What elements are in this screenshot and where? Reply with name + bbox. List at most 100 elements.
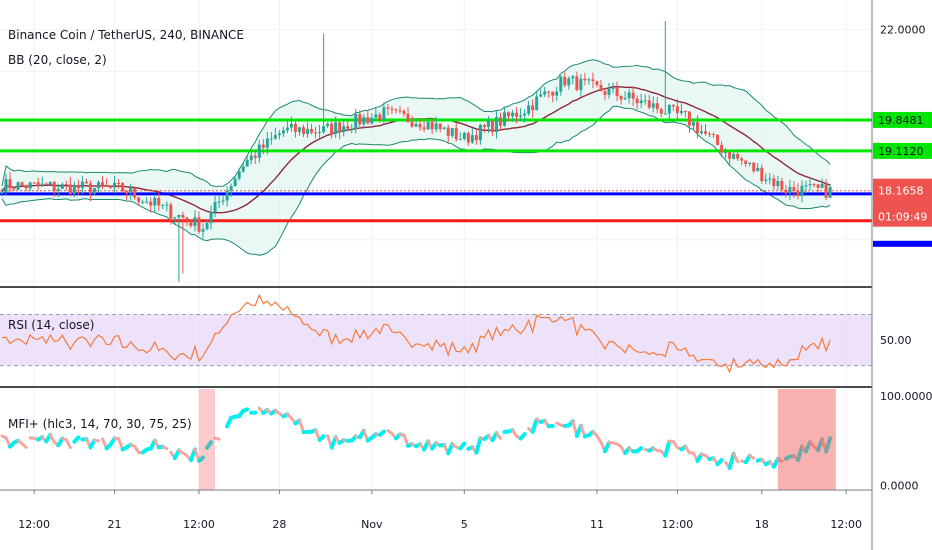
candle-body <box>109 186 113 188</box>
mfi-segment <box>72 435 81 444</box>
candle-body <box>732 154 736 159</box>
time-tick-label: 12:00 <box>183 518 215 531</box>
candle-body <box>56 188 60 191</box>
mfi-segment <box>663 439 672 458</box>
mfi-segment <box>297 418 305 434</box>
candle-body <box>318 131 322 133</box>
candle-body <box>792 187 796 191</box>
candle-body <box>48 182 52 185</box>
candle-body <box>374 114 378 118</box>
candle-body <box>141 201 145 203</box>
mfi-segment <box>329 435 338 450</box>
candle-body <box>579 78 583 91</box>
candle-body <box>430 121 434 130</box>
time-tick-label: 12:00 <box>662 518 694 531</box>
candle-body <box>121 183 125 192</box>
bb-upper-line <box>1 59 831 187</box>
candle-body <box>494 117 498 133</box>
candle-body <box>603 91 607 95</box>
candle-body <box>137 197 141 202</box>
candle-body <box>64 184 68 186</box>
candle-body <box>197 217 201 232</box>
candle-body <box>647 100 651 108</box>
mfi-segment <box>205 440 214 450</box>
candle-body <box>462 132 466 139</box>
candle-body <box>326 123 330 127</box>
candle-body <box>728 152 732 159</box>
price-axis-bg <box>872 0 932 550</box>
candle-body <box>796 190 800 196</box>
candle-body <box>498 117 502 126</box>
candle-body <box>213 201 217 213</box>
mfi-segment <box>213 436 221 441</box>
candle-body <box>450 128 454 136</box>
candle-body <box>458 138 462 140</box>
candle-body <box>503 112 506 126</box>
mfi-segments <box>0 406 833 470</box>
candle-body <box>4 179 8 193</box>
candle-body <box>756 167 760 172</box>
mfi-segment <box>161 445 169 451</box>
candle-body <box>88 183 92 194</box>
candle-body <box>418 123 422 128</box>
candle-body <box>591 79 595 82</box>
candle-body <box>40 183 44 186</box>
candle-body <box>535 96 539 111</box>
candle-body <box>338 122 342 133</box>
candle-body <box>643 100 647 102</box>
candle-body <box>804 185 808 187</box>
candle-body <box>820 183 824 188</box>
price-tag-label: 19.8481 <box>878 114 924 127</box>
candle-body <box>76 184 80 189</box>
mfi-segment <box>748 454 756 460</box>
candle-body <box>297 127 301 132</box>
candle-body <box>470 135 474 143</box>
candle-body <box>631 92 635 99</box>
bb-indicator-label: BB (20, close, 2) <box>8 53 107 67</box>
candle-body <box>704 131 707 134</box>
candle-body <box>221 200 225 202</box>
candle-body <box>84 181 88 184</box>
candle-body <box>563 76 567 86</box>
candle-body <box>68 184 72 195</box>
mfi-segment <box>727 451 736 470</box>
mfi-segment <box>64 438 72 450</box>
candle-body <box>334 122 338 134</box>
candle-body <box>482 124 486 127</box>
candle-body <box>490 120 494 133</box>
candle-body <box>101 182 104 186</box>
candle-body <box>16 182 20 190</box>
candle-body <box>547 91 551 93</box>
time-tick-label: Nov <box>361 518 383 531</box>
candle-body <box>358 114 362 125</box>
candle-body <box>342 126 346 133</box>
candle-body <box>245 160 249 167</box>
candle-body <box>261 144 265 148</box>
candle-body <box>720 144 724 153</box>
candle-body <box>237 171 241 179</box>
candle-body <box>193 217 197 226</box>
candle-body <box>165 204 169 206</box>
candle-body <box>217 201 221 203</box>
candle-body <box>675 106 679 114</box>
candle-body <box>92 188 96 194</box>
candle-body <box>105 185 109 187</box>
candle-body <box>169 204 173 219</box>
candle-body <box>72 184 76 195</box>
candle-body <box>748 162 752 164</box>
candle-body <box>555 91 559 96</box>
candle-body <box>808 184 812 186</box>
candle-body <box>249 155 253 161</box>
candle-body <box>635 98 639 104</box>
candle-body <box>394 109 398 111</box>
candle-body <box>587 79 591 81</box>
candle-body <box>185 217 189 221</box>
mfi-segment <box>446 441 455 456</box>
candle-body <box>599 84 603 92</box>
candle-body <box>426 121 430 130</box>
candle-body <box>157 197 161 206</box>
mfi-segment <box>804 440 813 454</box>
rsi-indicator-label: RSI (14, close) <box>8 318 94 332</box>
candle-body <box>651 103 655 108</box>
